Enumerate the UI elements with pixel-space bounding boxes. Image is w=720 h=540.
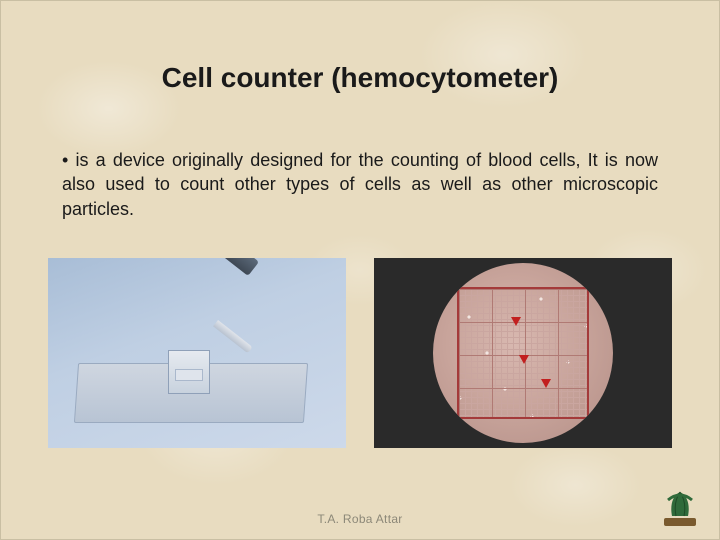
footer-author: T.A. Roba Attar <box>0 512 720 526</box>
scope-field-circle <box>433 263 613 443</box>
university-logo-icon <box>658 486 702 530</box>
red-marker-icon <box>519 355 529 364</box>
slide-body-text: • is a device originally designed for th… <box>62 148 658 221</box>
image-row <box>48 258 672 448</box>
hemocytometer-loading-image <box>48 258 346 448</box>
red-marker-icon <box>511 317 521 326</box>
counting-grid <box>457 287 589 419</box>
slide-title: Cell counter (hemocytometer) <box>0 62 720 94</box>
red-marker-icon <box>541 379 551 388</box>
microscope-field-image <box>374 258 672 448</box>
pipette-shape <box>118 258 268 378</box>
